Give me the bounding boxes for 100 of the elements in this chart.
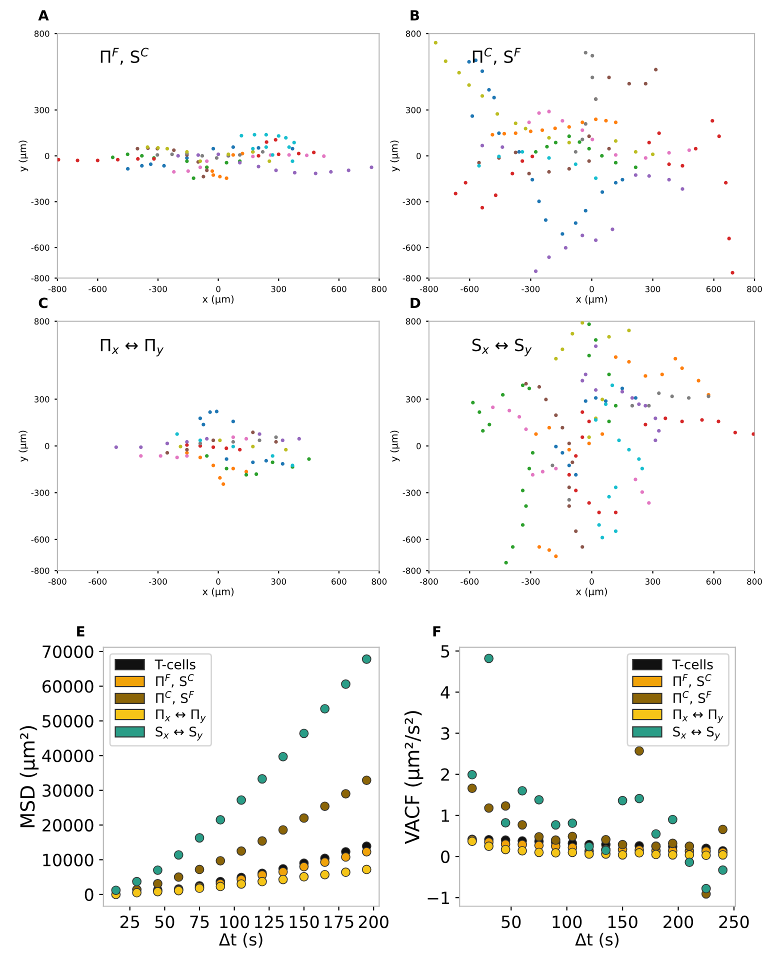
x-tick-label: 50 — [502, 916, 521, 928]
x-tick-label: 800 — [372, 286, 387, 292]
legend-label: T-cells — [672, 659, 713, 670]
x-tick-label: -300 — [148, 286, 167, 292]
x-tick-label: 25 — [120, 916, 140, 928]
y-tick-label: 20000 — [42, 819, 94, 832]
x-tick-label: 250 — [719, 916, 749, 928]
x-tick-label: 150 — [290, 916, 319, 928]
x-tick-label: -600 — [88, 578, 107, 585]
y-tick-label: 2 — [441, 768, 449, 781]
x-tick-label: 600 — [706, 286, 722, 292]
y-axis-title: y (µm) — [18, 430, 28, 462]
chart-title: D — [410, 298, 420, 308]
x-tick-label: 0 — [216, 286, 220, 292]
y-tick-label: -800 — [31, 275, 50, 282]
y-tick-label: 300 — [406, 106, 421, 114]
x-tick-label: 600 — [332, 578, 346, 585]
y-axis-title: VACF (µm²/s²) — [404, 711, 424, 844]
y-tick-label: 5 — [441, 645, 450, 658]
legend-label: Π$^{C}$, S$^{F}$ — [674, 690, 712, 704]
chart-title: F — [433, 626, 440, 636]
annotation: S$_{x}$ ↔ S$_{y}$ — [472, 338, 532, 356]
x-tick-label: 300 — [645, 286, 660, 292]
y-tick-label: -300 — [31, 198, 50, 205]
x-tick-label: 300 — [271, 578, 286, 585]
y-tick-label: -600 — [402, 536, 421, 543]
x-tick-label: 200 — [664, 916, 694, 928]
y-tick-label: 300 — [406, 396, 421, 402]
legend-label: S$_{x}$ ↔ S$_{y}$ — [156, 726, 203, 740]
legend-label: T-cells — [154, 659, 196, 670]
x-tick-label: 175 — [324, 916, 354, 928]
x-tick-label: 600 — [706, 578, 722, 585]
x-tick-label: 125 — [255, 916, 284, 928]
x-tick-label: 75 — [190, 916, 209, 928]
y-tick-label: 4 — [440, 686, 450, 698]
x-tick-label: 600 — [332, 286, 346, 292]
x-axis-title: Δt (s) — [575, 932, 619, 948]
x-tick-label: 800 — [747, 286, 762, 292]
chart-title: C — [38, 298, 48, 308]
x-tick-label: -300 — [148, 578, 167, 585]
annotation: Π$_{x}$ ↔ Π$_{y}$ — [100, 339, 164, 356]
legend-label: Π$_{x}$ ↔ Π$_{y}$ — [674, 709, 724, 724]
y-tick-label: 300 — [34, 396, 50, 402]
y-tick-label: -600 — [31, 244, 50, 251]
y-tick-label: -300 — [402, 490, 421, 496]
legend-label: Π$_{x}$ ↔ Π$_{y}$ — [156, 709, 206, 724]
y-tick-label: 800 — [406, 318, 421, 325]
y-axis-title: MSD (µm²) — [20, 726, 39, 828]
y-tick-label: -600 — [31, 536, 50, 543]
y-tick-label: 50000 — [42, 714, 94, 728]
y-tick-label: -800 — [402, 275, 421, 282]
y-tick-label: 0 — [416, 152, 421, 160]
x-tick-label: 0 — [590, 286, 594, 292]
x-axis-title: x (µm) — [202, 295, 234, 305]
y-axis-title: y (µm) — [390, 430, 400, 462]
annotation: Π$^{F}$, S$^{C}$ — [100, 48, 149, 65]
y-tick-label: 1 — [442, 810, 450, 822]
chart-title: B — [410, 10, 420, 20]
y-tick-label: −1 — [428, 892, 450, 904]
y-tick-label: 3 — [441, 727, 450, 740]
x-tick-label: 300 — [271, 286, 286, 292]
x-axis-title: x (µm) — [202, 588, 234, 598]
y-tick-label: 40000 — [42, 750, 94, 762]
y-tick-label: -300 — [31, 490, 50, 496]
y-tick-label: 0 — [441, 850, 450, 864]
legend-label: S$_{x}$ ↔ S$_{y}$ — [673, 726, 720, 740]
y-tick-label: 800 — [34, 318, 50, 325]
x-tick-label: 0 — [590, 578, 594, 585]
x-tick-label: 200 — [358, 916, 388, 928]
x-tick-label: 100 — [220, 916, 250, 928]
x-tick-label: 100 — [552, 916, 582, 928]
x-tick-label: -300 — [522, 286, 540, 292]
y-tick-label: -300 — [402, 198, 421, 205]
y-tick-label: 30000 — [42, 784, 94, 797]
x-axis-title: x (µm) — [576, 295, 607, 305]
x-tick-label: 800 — [747, 578, 762, 585]
x-tick-label: 0 — [216, 578, 220, 585]
y-tick-label: 800 — [34, 30, 50, 37]
y-tick-label: 10000 — [43, 854, 94, 866]
y-tick-label: 0 — [45, 442, 50, 450]
x-tick-label: 800 — [372, 578, 387, 585]
y-axis-title: y (µm) — [390, 140, 400, 172]
x-axis-title: x (µm) — [576, 588, 607, 598]
legend-label: Π$^{F}$, S$^{C}$ — [674, 674, 712, 688]
legend-label: Π$^{C}$, S$^{F}$ — [156, 690, 194, 704]
x-tick-label: -600 — [460, 286, 479, 292]
x-tick-label: -600 — [460, 578, 479, 585]
y-tick-label: 300 — [34, 106, 50, 114]
x-tick-label: -600 — [88, 286, 107, 292]
x-tick-label: -300 — [522, 578, 540, 585]
chart-title: E — [77, 626, 84, 636]
annotation: Π$^{C}$, S$^{F}$ — [472, 48, 521, 65]
x-tick-label: 300 — [645, 578, 660, 585]
y-tick-label: 800 — [406, 30, 421, 37]
y-tick-label: 0 — [45, 152, 50, 160]
y-tick-label: 0 — [84, 888, 94, 902]
x-axis-title: Δt (s) — [218, 932, 262, 948]
x-tick-label: 50 — [155, 916, 174, 928]
y-tick-label: 60000 — [42, 680, 94, 693]
y-tick-label: -800 — [402, 568, 421, 574]
